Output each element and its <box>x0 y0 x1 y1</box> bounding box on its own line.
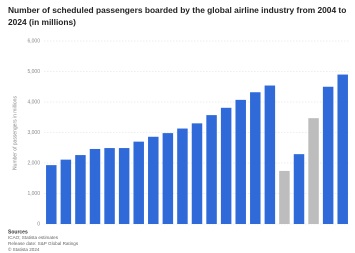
bar <box>133 141 144 224</box>
bar <box>206 115 217 224</box>
bar <box>191 123 203 224</box>
bar <box>46 165 57 224</box>
y-axis-label: Number of passengers in millions <box>12 96 18 170</box>
source-text: © Statista 2024 <box>8 246 40 252</box>
y-tick-label: 4,000 <box>27 99 40 105</box>
chart-title: 2024 (in millions) <box>8 17 76 27</box>
bar <box>118 148 130 224</box>
bar <box>337 74 348 224</box>
bar <box>60 159 72 224</box>
bar <box>250 92 261 225</box>
source-heading: Sources <box>8 229 28 235</box>
chart-title: Number of scheduled passengers boarded b… <box>8 5 346 15</box>
bar <box>264 85 276 224</box>
y-tick-label: 5,000 <box>27 69 40 75</box>
bar <box>89 148 101 224</box>
bar <box>308 118 319 224</box>
y-tick-label: 0 <box>37 221 40 227</box>
bar <box>322 86 334 224</box>
bar <box>162 133 174 224</box>
bar <box>177 128 188 224</box>
bar <box>220 107 232 224</box>
y-tick-label: 6,000 <box>27 38 40 44</box>
bar <box>75 155 86 224</box>
bar <box>104 148 115 224</box>
bar <box>148 136 159 224</box>
source-text: ICAO; Statista estimates <box>8 235 59 240</box>
y-tick-label: 3,000 <box>27 130 40 136</box>
bar <box>235 99 246 224</box>
bar <box>279 170 290 224</box>
y-tick-label: 2,000 <box>27 160 40 166</box>
source-text: Release date: S&P Global Ratings <box>8 241 79 246</box>
y-tick-label: 1,000 <box>27 191 40 197</box>
bar <box>293 154 305 224</box>
